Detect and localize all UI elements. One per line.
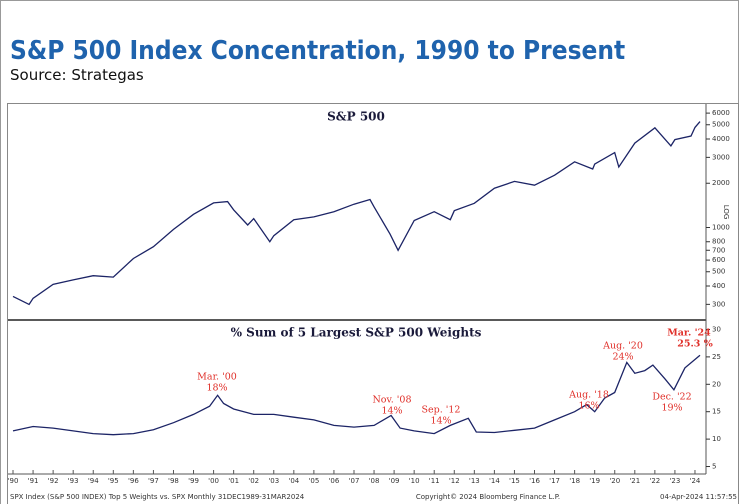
y-tick-label: 10: [712, 435, 721, 443]
x-tick-label: '07: [349, 477, 360, 485]
y-tick-label: 15: [712, 408, 721, 416]
x-tick-label: '15: [509, 477, 520, 485]
annotation-label: Dec. '22: [652, 392, 691, 403]
y-tick-label: 4000: [712, 135, 730, 143]
y-tick-label: 300: [712, 300, 725, 308]
x-tick-label: '11: [429, 477, 440, 485]
panel-title: S&P 500: [327, 110, 385, 124]
y-tick-label: 5: [712, 463, 716, 471]
x-tick-label: '03: [268, 477, 279, 485]
footer-text: Copyright© 2024 Bloomberg Finance L.P.: [416, 493, 560, 501]
x-tick-label: '04: [288, 477, 299, 485]
x-tick-label: '01: [228, 477, 239, 485]
x-tick-label: '21: [629, 477, 640, 485]
annotation-value: 14%: [430, 416, 451, 427]
annotation-value: 24%: [612, 352, 633, 363]
annotation-label: Aug. '20: [602, 341, 643, 352]
footer-text: SPX Index (S&P 500 INDEX) Top 5 Weights …: [10, 493, 305, 501]
y-tick-label: 700: [712, 246, 725, 254]
x-tick-label: '12: [449, 477, 460, 485]
x-tick-label: '96: [128, 477, 139, 485]
annotation-label: Aug. '18: [568, 390, 609, 401]
footer-text: 04-Apr-2024 11:57:55: [660, 493, 737, 501]
x-tick-label: '17: [549, 477, 560, 485]
annotation-value: 25.3 %: [677, 339, 712, 350]
x-tick-label: '19: [589, 477, 600, 485]
x-tick-label: '24: [690, 477, 701, 485]
x-tick-label: '02: [248, 477, 259, 485]
chart-frame: [7, 103, 739, 504]
scale-label: LOG: [722, 205, 730, 220]
x-tick-label: '18: [569, 477, 580, 485]
y-tick-label: 6000: [712, 109, 730, 117]
panel-title: % Sum of 5 Largest S&P 500 Weights: [231, 326, 482, 340]
y-tick-label: 2000: [712, 179, 730, 187]
y-tick-label: 25: [712, 353, 721, 361]
x-tick-label: '23: [669, 477, 680, 485]
annotation-value: 18%: [206, 383, 227, 394]
x-tick-label: '10: [409, 477, 420, 485]
annotation-value: 16%: [578, 401, 599, 412]
y-tick-label: 400: [712, 282, 725, 290]
x-tick-label: '05: [308, 477, 319, 485]
annotation-value: 19%: [661, 403, 682, 414]
x-tick-label: '92: [48, 477, 59, 485]
series-line: [12, 354, 701, 436]
x-tick-label: '94: [88, 477, 99, 485]
x-tick-label: '20: [609, 477, 620, 485]
x-tick-label: '09: [389, 477, 400, 485]
y-tick-label: 3000: [712, 153, 730, 161]
x-tick-label: '16: [529, 477, 540, 485]
annotation-label: Sep. '12: [422, 405, 461, 416]
annotation-value: 14%: [381, 406, 402, 417]
series-line: [12, 121, 701, 306]
x-tick-label: '91: [28, 477, 39, 485]
y-tick-label: 5000: [712, 121, 730, 129]
x-tick-label: '06: [329, 477, 340, 485]
x-tick-label: '98: [168, 477, 179, 485]
x-tick-label: '14: [489, 477, 500, 485]
annotation-label: Mar. '24: [667, 328, 711, 339]
y-tick-label: 600: [712, 256, 725, 264]
x-tick-label: '97: [148, 477, 159, 485]
page-title: S&P 500 Index Concentration, 1990 to Pre…: [10, 36, 625, 66]
x-tick-label: '99: [188, 477, 199, 485]
x-tick-label: '93: [68, 477, 79, 485]
x-tick-label: '90: [8, 477, 19, 485]
page-subtitle: Source: Strategas: [10, 66, 144, 84]
annotation-label: Nov. '08: [372, 395, 411, 406]
x-tick-label: '95: [108, 477, 119, 485]
y-tick-label: 20: [712, 380, 721, 388]
y-tick-label: 1000: [712, 223, 730, 231]
y-tick-label: 30: [712, 325, 721, 333]
x-tick-label: '13: [469, 477, 480, 485]
x-tick-label: '00: [208, 477, 219, 485]
annotation-label: Mar. '00: [197, 372, 237, 383]
y-tick-label: 500: [712, 268, 725, 276]
x-tick-label: '22: [649, 477, 660, 485]
x-tick-label: '08: [369, 477, 380, 485]
y-tick-label: 800: [712, 238, 725, 246]
